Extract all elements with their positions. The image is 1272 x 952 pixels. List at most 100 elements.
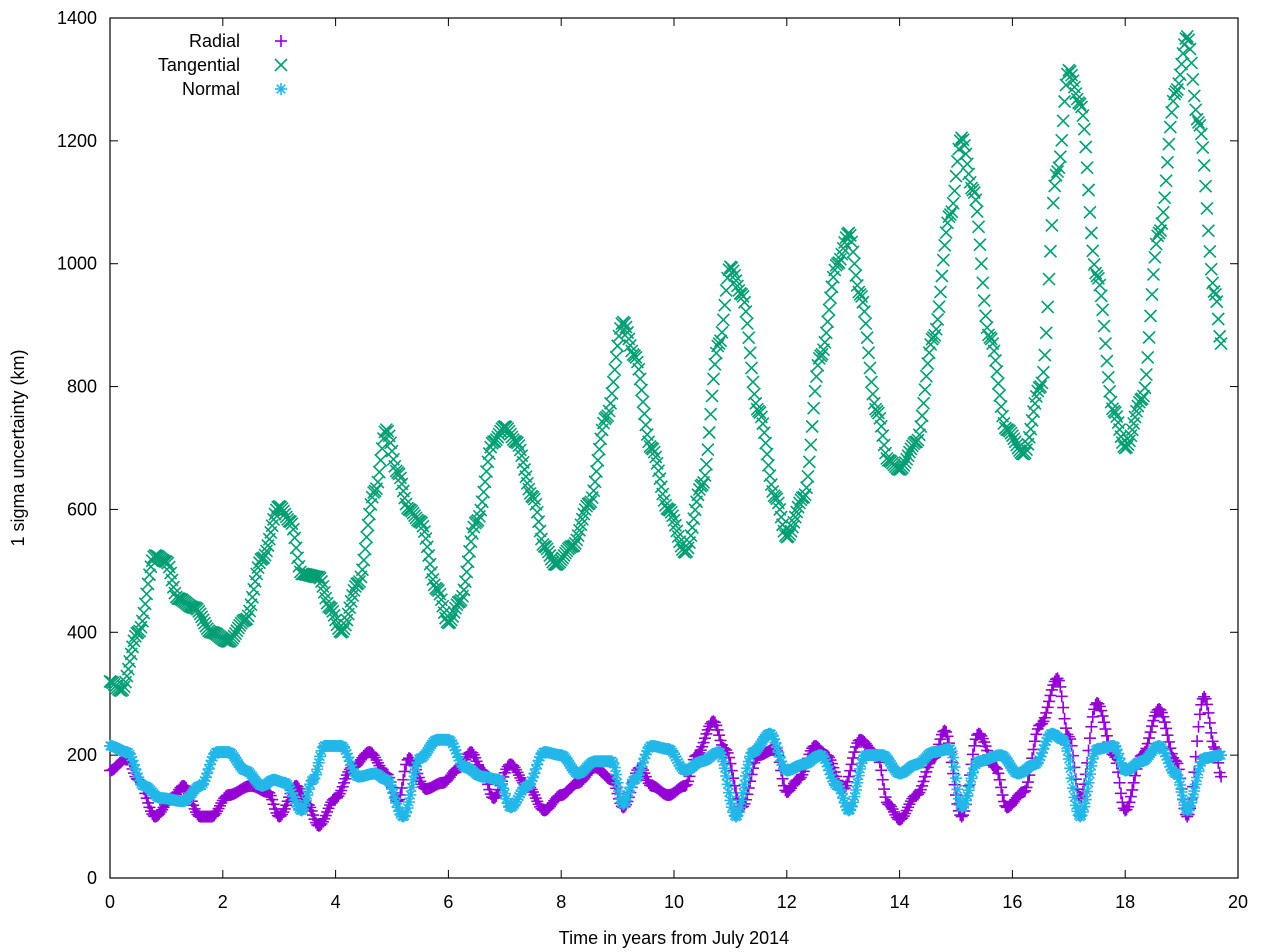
data-point-tangential-403 (671, 529, 685, 544)
data-point-tangential-671 (1049, 168, 1063, 182)
data-point-tangential-667 (1043, 244, 1058, 258)
data-point-radial-630 (992, 767, 1005, 780)
data-point-tangential-566 (901, 449, 915, 463)
data-point-radial-274 (490, 789, 503, 802)
y-tick-label-5: 1000 (57, 254, 97, 274)
data-point-tangential-429 (708, 357, 722, 371)
data-point-tangential-618 (974, 257, 988, 271)
data-point-tangential-546 (873, 411, 887, 425)
data-point-tangential-297 (522, 482, 536, 496)
data-point-tangential-674 (1053, 150, 1067, 164)
data-point-tangential-545 (871, 406, 886, 420)
data-point-normal-693 (1081, 785, 1094, 798)
data-point-tangential-650 (1019, 443, 1034, 457)
data-point-radial-431 (711, 723, 724, 736)
data-point-tangential-582 (924, 337, 938, 351)
data-point-tangential-575 (914, 419, 928, 434)
data-point-radial-781 (1205, 726, 1218, 739)
data-point-tangential-423 (699, 457, 713, 471)
data-point-tangential-518 (833, 252, 847, 266)
y-axis-label: 1 sigma uncertainty (km) (8, 349, 28, 546)
data-point-tangential-508 (819, 326, 833, 340)
data-point-tangential-221 (415, 516, 429, 530)
data-point-tangential-707 (1100, 354, 1114, 368)
data-point-tangential-589 (933, 285, 948, 299)
data-point-radial-776 (1198, 690, 1211, 703)
data-point-normal-611 (965, 772, 978, 785)
data-point-normal-694 (1082, 776, 1095, 789)
data-point-tangential-302 (529, 497, 543, 511)
data-point-tangential-766 (1183, 42, 1197, 56)
data-point-tangential-617 (973, 238, 987, 252)
data-point-radial-773 (1193, 708, 1206, 721)
data-point-normal-436 (718, 762, 731, 775)
data-point-radial-75 (209, 807, 222, 820)
data-point-tangential-564 (898, 456, 912, 470)
data-point-radial-695 (1083, 732, 1096, 745)
data-point-tangential-432 (712, 337, 726, 351)
data-point-tangential-10 (117, 680, 131, 694)
data-point-normal-692 (1079, 793, 1092, 806)
data-point-tangential-609 (962, 167, 976, 181)
data-point-normal-601 (951, 783, 964, 796)
data-point-radial-628 (989, 761, 1002, 774)
data-point-tangential-249 (454, 593, 468, 607)
data-point-tangential-167 (338, 618, 353, 632)
data-point-tangential-723 (1122, 434, 1136, 448)
data-point-radial-745 (1154, 703, 1167, 716)
data-point-normal-684 (1068, 791, 1081, 804)
data-point-tangential-98 (241, 609, 255, 623)
data-point-tangential-442 (726, 264, 740, 278)
data-point-radial-788 (1215, 770, 1228, 783)
data-point-tangential-444 (729, 274, 743, 288)
data-point-radial-707 (1100, 729, 1113, 742)
data-point-normal-691 (1078, 800, 1091, 813)
data-point-tangential-677 (1058, 94, 1072, 109)
data-point-tangential-592 (938, 238, 952, 252)
data-point-radial-163 (333, 787, 346, 800)
data-point-radial-771 (1191, 735, 1204, 748)
data-point-tangential-688 (1073, 97, 1087, 111)
data-point-radial-650 (1020, 781, 1033, 794)
data-point-tangential-345 (589, 464, 604, 478)
data-point-radial-122 (276, 808, 289, 821)
data-point-normal-360 (611, 776, 624, 789)
axis-tick-labels: 0 2 4 6 8 10 12 14 16 18 2002004006008001000120014… (57, 8, 1248, 912)
data-point-tangential-422 (698, 468, 712, 482)
data-point-radial-665 (1041, 701, 1054, 714)
data-point-tangential-527 (846, 245, 860, 259)
data-point-tangential-713 (1108, 405, 1122, 420)
data-point-tangential-21 (133, 624, 147, 638)
data-point-tangential-111 (259, 544, 274, 558)
data-point-tangential-357 (606, 375, 620, 389)
data-point-tangential-263 (474, 503, 488, 517)
data-point-tangential-697 (1086, 244, 1100, 258)
data-point-tangential-747 (1156, 205, 1170, 219)
data-point-radial-188 (369, 751, 382, 764)
data-point-tangential-664 (1039, 326, 1053, 340)
legend-marker-tangential (274, 58, 288, 72)
data-point-tangential-742 (1149, 237, 1163, 251)
data-point-radial-523 (841, 775, 854, 788)
data-point-radial-429 (708, 716, 721, 729)
data-point-tangential-577 (917, 396, 931, 410)
data-point-tangential-678 (1059, 78, 1073, 92)
legend-label-tangential: Tangential (158, 55, 240, 75)
data-point-tangential-694 (1081, 183, 1096, 197)
data-point-tangential-722 (1121, 438, 1135, 452)
data-point-radial-725 (1126, 783, 1139, 796)
data-point-tangential-358 (608, 363, 622, 377)
data-point-radial-302 (529, 792, 542, 805)
data-point-tangential-495 (801, 469, 815, 484)
data-point-tangential-759 (1173, 68, 1187, 82)
data-point-normal-681 (1064, 762, 1077, 775)
data-point-tangential-251 (457, 583, 471, 597)
data-point-tangential-256 (464, 535, 478, 549)
x-tick-label-1: 2 (218, 892, 228, 912)
data-point-tangential-41 (161, 556, 175, 570)
data-point-tangential-378 (636, 395, 650, 409)
data-point-tangential-149 (313, 571, 327, 585)
data-point-tangential-752 (1163, 120, 1177, 134)
data-point-tangential-498 (805, 419, 819, 434)
data-point-radial-567 (903, 798, 916, 811)
